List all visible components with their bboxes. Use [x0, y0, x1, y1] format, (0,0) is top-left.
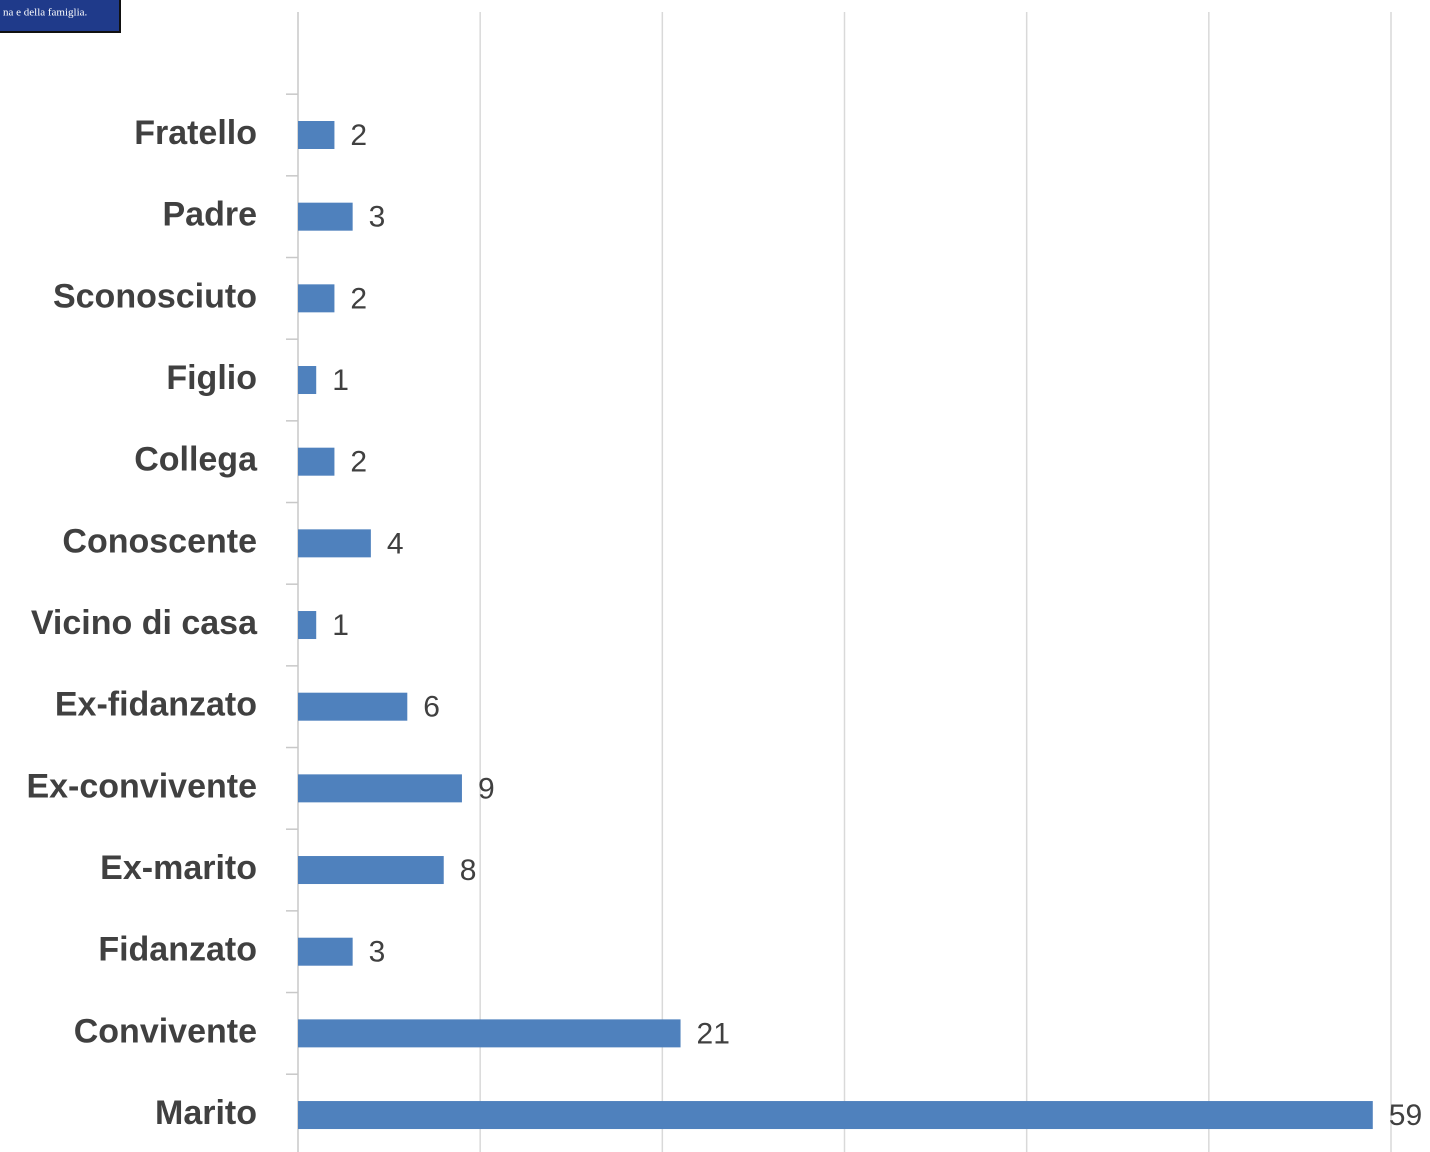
- y-tick-label: Sconosciuto: [53, 277, 257, 315]
- logo-box: [0, 0, 121, 33]
- data-label: 1: [332, 609, 349, 642]
- bar: [298, 1101, 1373, 1130]
- bar: [298, 447, 335, 476]
- data-label: 8: [460, 854, 477, 887]
- y-tick-label: Conoscente: [62, 522, 257, 560]
- bar: [298, 366, 317, 395]
- data-label: 2: [350, 282, 367, 315]
- y-tick-label: Ex-convivente: [26, 767, 257, 805]
- bar: [298, 284, 335, 313]
- data-label: 21: [697, 1017, 730, 1050]
- y-tick-label: Figlio: [166, 359, 257, 397]
- bar: [298, 856, 444, 885]
- data-label: 3: [369, 936, 386, 969]
- y-tick-label: Convivente: [74, 1012, 257, 1050]
- data-label: 3: [369, 201, 386, 234]
- y-tick-label: Fratello: [134, 114, 257, 152]
- data-label: 1: [332, 364, 349, 397]
- bar: [298, 121, 335, 149]
- data-label: 59: [1389, 1099, 1422, 1132]
- bar: [298, 692, 408, 721]
- y-tick-label: Padre: [163, 196, 258, 234]
- data-label: 6: [423, 691, 440, 724]
- data-label: 4: [387, 527, 404, 560]
- y-tick-label: Vicino di casa: [31, 604, 258, 642]
- y-tick-label: Ex-marito: [100, 849, 257, 887]
- data-label: 2: [350, 119, 367, 152]
- bar: [298, 774, 462, 803]
- logo-text: na e della famiglia.: [3, 7, 88, 19]
- bar: [298, 202, 353, 231]
- data-label: 9: [478, 772, 495, 805]
- bar: [298, 529, 371, 558]
- y-tick-label: Marito: [155, 1094, 257, 1132]
- bar: [298, 1019, 681, 1048]
- y-tick-label: Ex-fidanzato: [55, 686, 257, 724]
- bar: [298, 937, 353, 966]
- bar: [298, 611, 317, 640]
- y-tick-label: Fidanzato: [98, 931, 257, 969]
- y-tick-label: Collega: [134, 441, 258, 479]
- data-label: 2: [350, 446, 367, 479]
